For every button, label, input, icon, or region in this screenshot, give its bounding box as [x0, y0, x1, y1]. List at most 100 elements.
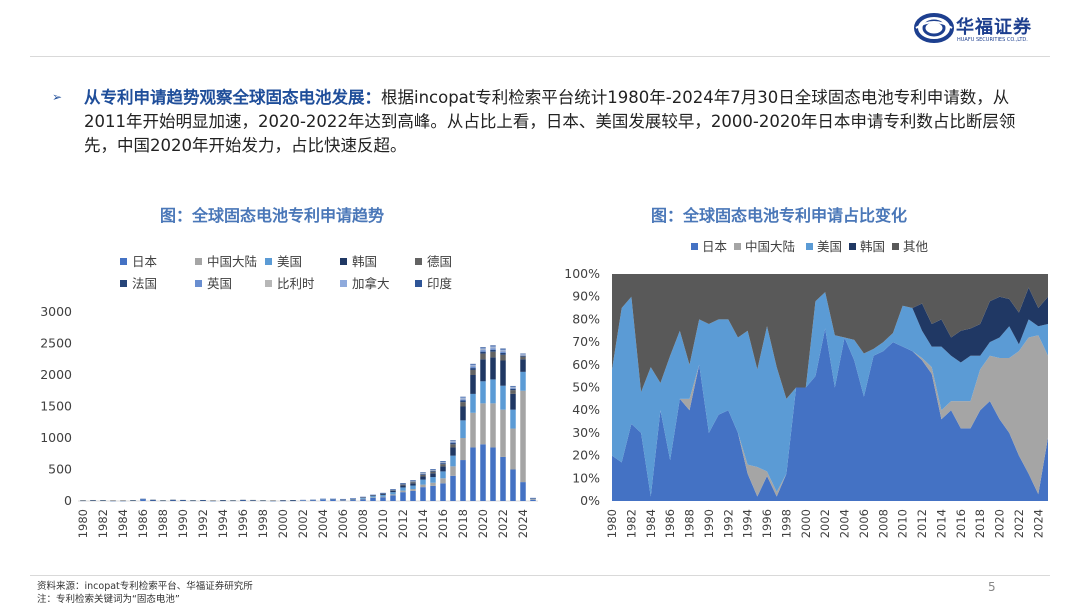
company-logo: 华福证券 HUAFU SECURITIES CO.,LTD.: [914, 8, 1044, 48]
bar-segment: [460, 420, 466, 438]
area-legend-label: 中国大陆: [745, 239, 795, 254]
bar-segment: [400, 483, 406, 484]
bar-segment: [410, 485, 416, 490]
bar-y-tick-label: 1500: [40, 399, 72, 414]
bar-segment: [520, 354, 526, 355]
area-series: [612, 274, 1048, 399]
bar-segment: [470, 364, 476, 366]
bar-segment: [500, 348, 506, 350]
bar-x-tick-label: 2010: [376, 509, 390, 538]
bar-segment: [380, 492, 386, 494]
bar-segment: [480, 347, 486, 349]
bar-segment: [520, 355, 526, 356]
bar-segment: [270, 500, 276, 502]
bar-segment: [490, 346, 496, 348]
intro-paragraph: 从专利申请趋势观察全球固态电池发展：根据incopat专利检索平台统计1980年…: [84, 86, 1044, 158]
area-legend-label: 日本: [702, 239, 728, 254]
bar-segment: [480, 444, 486, 501]
footer-divider: [30, 575, 1050, 576]
bar-segment: [490, 379, 496, 404]
area-x-tick-label: 2014: [934, 509, 948, 538]
bar-segment: [490, 348, 496, 350]
bar-segment: [530, 498, 536, 500]
area-y-tick-label: 20%: [572, 448, 600, 463]
bar-legend-label: 韩国: [352, 254, 377, 269]
bar-x-tick-label: 2004: [316, 509, 330, 538]
bar-segment: [480, 351, 486, 354]
bar-segment: [450, 440, 456, 442]
bullet-icon: ➢: [52, 90, 63, 104]
bar-segment: [440, 462, 446, 464]
bar-x-tick-label: 2020: [476, 509, 490, 538]
area-x-tick-label: 2000: [799, 509, 813, 538]
page-number: 5: [988, 580, 996, 594]
bar-segment: [440, 461, 446, 463]
bar-segment: [120, 500, 126, 502]
bar-segment: [400, 490, 406, 493]
bar-segment: [490, 351, 496, 358]
bar-segment: [350, 498, 356, 500]
bar-segment: [500, 409, 506, 457]
bar-segment: [360, 496, 366, 498]
area-y-tick-label: 30%: [572, 425, 600, 440]
bar-segment: [440, 478, 446, 484]
bar-segment: [490, 347, 496, 349]
bar-segment: [240, 500, 246, 501]
bar-segment: [430, 473, 436, 478]
bar-segment: [480, 381, 486, 404]
bar-segment: [310, 500, 316, 501]
bar-segment: [500, 354, 506, 361]
area-y-tick-label: 50%: [572, 380, 600, 395]
bar-segment: [460, 399, 466, 401]
bar-legend-swatch: [340, 258, 347, 265]
bar-segment: [340, 499, 346, 501]
area-x-tick-label: 2004: [838, 509, 852, 538]
bar-segment: [520, 359, 526, 372]
bar-segment: [530, 497, 536, 499]
bar-segment: [460, 406, 466, 421]
area-x-tick-label: 1992: [721, 509, 735, 538]
area-x-tick-label: 1998: [779, 509, 793, 538]
bar-segment: [170, 500, 176, 501]
area-series: [612, 287, 1048, 399]
bar-segment: [420, 487, 426, 501]
bar-legend-label: 日本: [132, 254, 158, 269]
bar-segment: [260, 500, 266, 501]
bar-segment: [140, 499, 146, 501]
bar-segment: [360, 497, 366, 499]
bar-legend-swatch: [415, 258, 422, 265]
bar-segment: [480, 353, 486, 360]
bar-segment: [420, 479, 426, 485]
area-y-tick-label: 70%: [572, 334, 600, 349]
bar-legend-swatch: [265, 258, 272, 265]
bar-segment: [470, 366, 476, 369]
bar-segment: [430, 471, 436, 474]
intro-body: 根据incopat专利检索平台统计1980年-2024年7月30日全球固态电池专…: [84, 88, 1016, 155]
bar-segment: [520, 371, 526, 391]
bar-segment: [80, 500, 86, 501]
bar-segment: [360, 498, 366, 500]
bar-segment: [480, 349, 486, 351]
bar-segment: [460, 397, 466, 399]
bar-segment: [490, 345, 496, 347]
bar-segment: [410, 490, 416, 501]
bar-legend-swatch: [120, 280, 127, 287]
bar-x-tick-label: 1998: [256, 509, 270, 538]
bar-segment: [190, 500, 196, 501]
area-x-tick-label: 1996: [760, 509, 774, 538]
bar-segment: [530, 498, 536, 500]
area-y-tick-label: 100%: [564, 266, 600, 281]
bar-segment: [450, 447, 456, 456]
area-x-tick-label: 2006: [857, 509, 871, 538]
bar-segment: [410, 489, 416, 491]
area-legend-swatch: [892, 243, 899, 250]
bar-segment: [400, 484, 406, 485]
bar-segment: [200, 499, 206, 501]
bar-legend-label: 美国: [277, 254, 302, 269]
bar-segment: [500, 351, 506, 353]
bar-segment: [470, 363, 476, 365]
bar-segment: [380, 494, 386, 496]
bar-segment: [460, 460, 466, 501]
bar-segment: [530, 499, 536, 501]
